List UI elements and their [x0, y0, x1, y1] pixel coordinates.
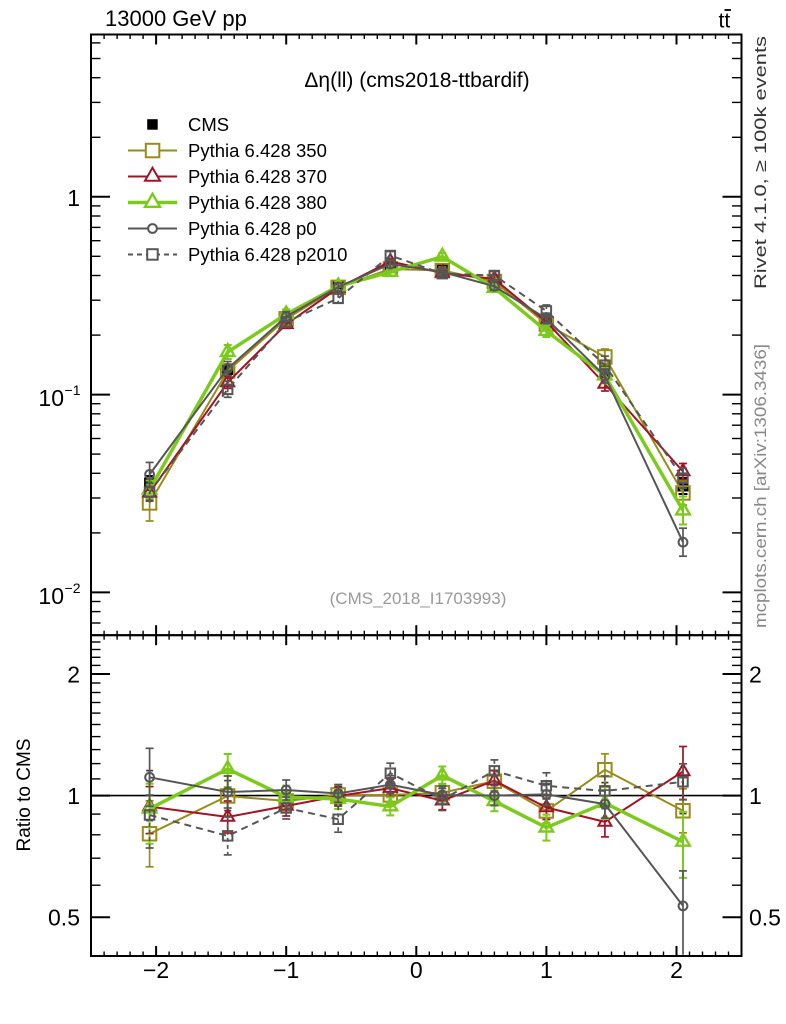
svg-text:−2: −2 [143, 957, 169, 983]
svg-text:0: 0 [410, 957, 423, 983]
svg-text:1: 1 [749, 783, 762, 809]
svg-text:Ratio to CMS: Ratio to CMS [14, 739, 35, 852]
svg-text:−2: −2 [65, 580, 81, 596]
svg-text:Pythia 6.428 p2010: Pythia 6.428 p2010 [188, 244, 347, 265]
svg-text:(CMS_2018_I1703993): (CMS_2018_I1703993) [330, 589, 507, 608]
svg-text:13000 GeV pp: 13000 GeV pp [105, 6, 247, 31]
svg-text:2: 2 [67, 662, 80, 688]
svg-text:−1: −1 [273, 957, 299, 983]
svg-text:0.5: 0.5 [48, 905, 80, 931]
svg-text:2: 2 [670, 957, 683, 983]
svg-text:1: 1 [67, 185, 80, 211]
svg-text:Δη(ll) (cms2018-ttbardif): Δη(ll) (cms2018-ttbardif) [304, 69, 529, 92]
svg-text:0.5: 0.5 [749, 905, 781, 931]
svg-text:1: 1 [67, 783, 80, 809]
svg-text:10: 10 [38, 583, 64, 609]
svg-text:10: 10 [38, 385, 64, 411]
svg-text:mcplots.cern.ch [arXiv:1306.34: mcplots.cern.ch [arXiv:1306.3436] [751, 344, 770, 628]
svg-text:1: 1 [540, 957, 553, 983]
svg-text:Pythia 6.428 p0: Pythia 6.428 p0 [188, 218, 317, 239]
svg-text:Pythia 6.428 370: Pythia 6.428 370 [188, 166, 327, 187]
svg-text:Rivet 4.1.0, ≥ 100k events: Rivet 4.1.0, ≥ 100k events [751, 36, 770, 289]
svg-text:2: 2 [749, 662, 762, 688]
svg-text:tt: tt [719, 10, 731, 33]
svg-text:Pythia 6.428 350: Pythia 6.428 350 [188, 140, 327, 161]
svg-text:Pythia 6.428 380: Pythia 6.428 380 [188, 192, 327, 213]
svg-text:CMS: CMS [188, 114, 229, 135]
svg-text:−1: −1 [65, 382, 81, 398]
